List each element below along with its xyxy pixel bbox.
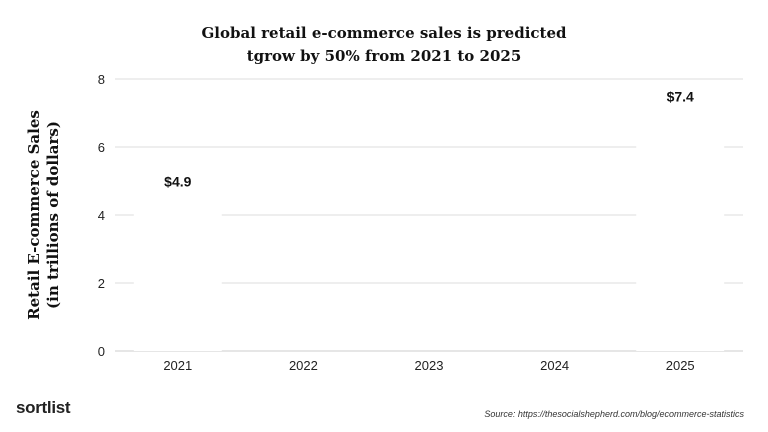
chart-title-line-1: Global retail e-commerce sales is predic… xyxy=(201,24,567,42)
x-tick-label: 2021 xyxy=(163,358,192,373)
sortlist-logo: sortlist xyxy=(16,398,71,417)
chart-title-line-2: tgrow by 50% from 2021 to 2025 xyxy=(246,47,522,65)
y-tick-label: 8 xyxy=(98,72,105,87)
x-tick-label: 2023 xyxy=(415,358,444,373)
x-tick-label: 2024 xyxy=(540,358,569,373)
data-label: $7.4 xyxy=(667,88,694,104)
y-tick-label: 6 xyxy=(98,140,105,155)
bar xyxy=(133,184,222,351)
y-tick-label: 0 xyxy=(98,344,105,359)
x-tick-label: 2022 xyxy=(289,358,318,373)
data-label: $4.9 xyxy=(164,173,191,189)
source-note: Source: https://thesocialshepherd.com/bl… xyxy=(484,409,744,419)
bar xyxy=(636,99,725,352)
y-tick-label: 4 xyxy=(98,208,105,223)
y-tick-label: 2 xyxy=(98,276,105,291)
chart-title: Global retail e-commerce sales is predic… xyxy=(0,22,768,68)
x-tick-label: 2025 xyxy=(666,358,695,373)
